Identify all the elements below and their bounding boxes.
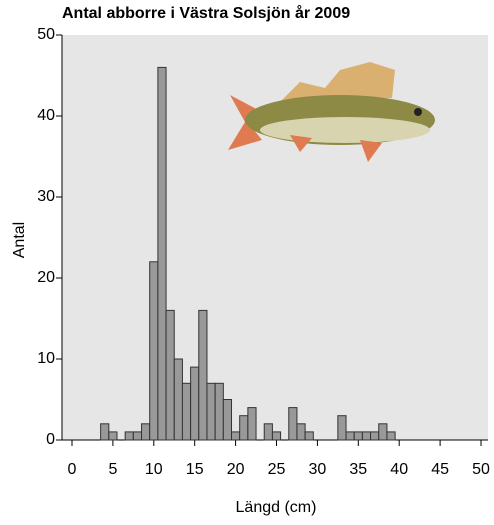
x-tick-label: 0 xyxy=(68,461,77,478)
bar xyxy=(190,366,200,441)
bar xyxy=(141,423,151,441)
x-tick-label: 50 xyxy=(472,461,490,478)
y-tick-label: 20 xyxy=(37,269,55,286)
bar xyxy=(173,358,183,441)
bar xyxy=(198,309,208,441)
x-axis-label: Längd (cm) xyxy=(236,499,317,516)
bar xyxy=(165,309,175,441)
bar xyxy=(124,431,134,441)
bar xyxy=(378,423,388,441)
bar xyxy=(149,261,159,441)
bar xyxy=(108,431,118,441)
bar xyxy=(181,382,192,441)
bar xyxy=(206,382,216,441)
bar xyxy=(222,399,233,441)
bar xyxy=(370,431,380,441)
x-tick-label: 5 xyxy=(108,461,117,478)
plot-background xyxy=(62,35,488,440)
y-tick-label: 10 xyxy=(37,350,55,367)
x-tick-label: 25 xyxy=(268,461,286,478)
bar xyxy=(337,415,347,441)
bar xyxy=(288,407,298,441)
bar xyxy=(271,431,282,441)
bar xyxy=(214,382,224,441)
x-tick-label: 10 xyxy=(145,461,163,478)
y-tick-label: 40 xyxy=(37,107,55,124)
y-tick-label: 50 xyxy=(37,26,55,43)
y-tick-label: 0 xyxy=(46,431,55,448)
y-tick-label: 30 xyxy=(37,188,55,205)
bar xyxy=(247,407,257,441)
x-tick-label: 45 xyxy=(431,461,449,478)
bar xyxy=(239,415,249,441)
chart-title: Antal abborre i Västra Solsjön år 2009 xyxy=(62,4,350,22)
x-tick-label: 15 xyxy=(186,461,204,478)
bar xyxy=(132,431,143,441)
bar xyxy=(100,423,110,441)
bar xyxy=(231,431,241,441)
bar xyxy=(361,431,372,441)
bar xyxy=(345,431,355,441)
bar xyxy=(353,431,363,441)
x-tick-label: 40 xyxy=(390,461,408,478)
bar xyxy=(304,431,314,441)
x-tick-label: 35 xyxy=(349,461,367,478)
y-axis-label: Antal xyxy=(11,222,28,258)
bar xyxy=(386,431,396,441)
fish-illustration xyxy=(228,62,435,162)
bar xyxy=(157,66,167,441)
x-tick-label: 20 xyxy=(227,461,245,478)
bar xyxy=(263,423,273,441)
x-tick-label: 30 xyxy=(309,461,327,478)
bar xyxy=(296,423,306,441)
